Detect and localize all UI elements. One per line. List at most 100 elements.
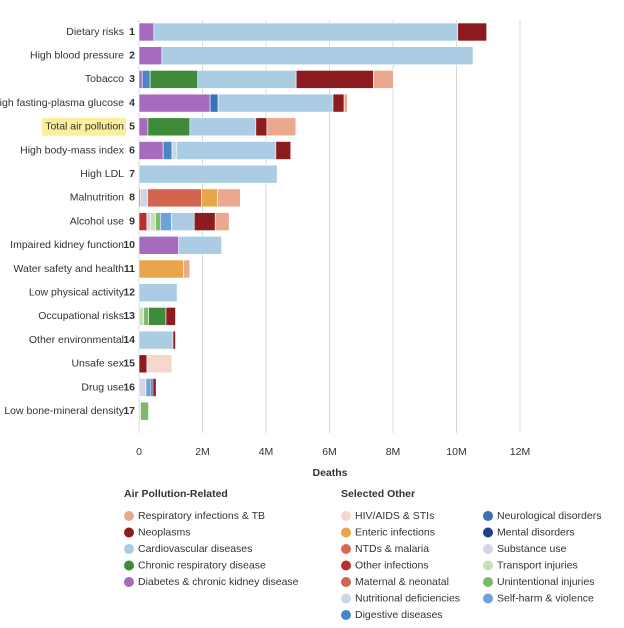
- category-label: Alcohol use: [70, 215, 124, 227]
- legend-label: Enteric infections: [355, 526, 435, 538]
- rank-label: 3: [129, 73, 135, 85]
- legend-swatch: [483, 577, 493, 587]
- bar-segment: [138, 22, 155, 42]
- rank-label: 5: [129, 121, 135, 133]
- bar-segment: [138, 70, 143, 89]
- bar-segment: [161, 46, 474, 66]
- legend-swatch: [341, 527, 351, 538]
- legend-label: Cardiovascular diseases: [138, 543, 252, 555]
- rank-label: 9: [129, 215, 135, 227]
- category-label: Low bone-mineral density: [4, 405, 124, 417]
- bar-segment: [217, 188, 241, 208]
- category-label: Tobacco: [85, 73, 124, 85]
- bar-segment: [138, 283, 178, 303]
- bar-segment: [255, 117, 268, 137]
- x-tick-label: 0: [136, 446, 142, 458]
- legend-swatch: [483, 511, 493, 521]
- legend-swatch: [124, 544, 134, 554]
- bar-segment: [152, 378, 157, 397]
- category-label: Drug use: [81, 381, 124, 393]
- category-label: High body-mass index: [20, 144, 125, 156]
- rank-label: 8: [129, 192, 135, 204]
- legend-group-title: Air Pollution-Related: [124, 488, 228, 500]
- bar-segment: [138, 46, 163, 66]
- legend-swatch: [341, 593, 351, 604]
- bar-segment: [138, 354, 148, 374]
- legend-swatch: [124, 527, 134, 538]
- bar-segment: [201, 188, 218, 208]
- legend-label: Mental disorders: [497, 526, 575, 538]
- bar-segment: [138, 378, 147, 397]
- legend-label: Nutritional deficiencies: [355, 592, 460, 604]
- legend-label: NTDs & malaria: [355, 543, 429, 555]
- x-tick-label: 2M: [195, 446, 210, 458]
- bar-segment: [141, 70, 151, 89]
- bar-segment: [165, 307, 176, 326]
- rank-label: 11: [124, 263, 135, 275]
- bar-segment: [150, 212, 156, 231]
- bar-segment: [138, 330, 174, 350]
- category-label: Occupational risks: [38, 310, 124, 322]
- bar-segment: [159, 212, 172, 231]
- x-tick-label: 6M: [322, 446, 337, 458]
- legend-swatch: [341, 560, 351, 571]
- legend-swatch: [483, 560, 493, 571]
- category-label: High LDL: [80, 168, 124, 180]
- x-tick-label: 10M: [446, 446, 466, 458]
- legend-swatch: [124, 577, 134, 587]
- bar-segment: [171, 141, 178, 160]
- legend-swatch: [483, 544, 493, 554]
- rank-label: 4: [129, 97, 135, 109]
- rank-label: 13: [123, 310, 135, 322]
- bar-segment: [146, 354, 173, 374]
- bar-segment: [147, 117, 191, 137]
- bar-segment: [140, 401, 149, 421]
- rank-label: 16: [123, 381, 135, 393]
- category-label: High blood pressure: [30, 49, 124, 61]
- category-label: Water safety and health: [13, 263, 124, 275]
- bar-segment: [178, 236, 222, 255]
- x-tick-label: 12M: [510, 446, 530, 458]
- bar-segment: [138, 236, 179, 255]
- rank-label: 14: [123, 334, 135, 346]
- category-label: Other environmental: [29, 334, 124, 346]
- legend-label: Unintentional injuries: [497, 576, 594, 588]
- bar-segment: [138, 141, 164, 160]
- bar-segment: [138, 117, 149, 137]
- legend-label: Diabetes & chronic kidney disease: [138, 576, 299, 588]
- bar-segment: [146, 212, 152, 231]
- legend-swatch: [483, 593, 493, 604]
- legend-swatch: [341, 610, 351, 620]
- bar-segment: [183, 259, 191, 279]
- legend-swatch: [124, 560, 134, 571]
- bar-segment: [275, 141, 292, 160]
- legend-label: Maternal & neonatal: [355, 576, 449, 588]
- legend-swatch: [341, 544, 351, 554]
- legend-label: Respiratory infections & TB: [138, 510, 265, 522]
- legend-swatch: [124, 511, 134, 521]
- bar-segment: [140, 188, 148, 208]
- rank-label: 7: [129, 168, 135, 180]
- bar-segment: [295, 70, 374, 89]
- x-tick-label: 4M: [259, 446, 274, 458]
- bar-segment: [172, 330, 176, 350]
- bar-segment: [148, 307, 167, 326]
- category-label: Low physical activity: [29, 286, 125, 298]
- legend-swatch: [341, 577, 351, 587]
- legend-label: Self-harm & violence: [497, 592, 594, 604]
- legend-label: Substance use: [497, 543, 567, 555]
- rank-label: 15: [123, 358, 135, 370]
- bar-segment: [189, 117, 257, 137]
- legend-label: Digestive diseases: [355, 609, 443, 621]
- bar-segment: [138, 164, 278, 184]
- bar-segment: [217, 93, 334, 113]
- bar-segment: [214, 212, 230, 231]
- rank-label: 10: [123, 239, 135, 251]
- legend-label: Transport injuries: [497, 559, 578, 571]
- bar-segment: [332, 93, 345, 113]
- legend-swatch: [483, 527, 493, 538]
- bar-segment: [343, 93, 348, 113]
- rank-label: 2: [129, 49, 135, 61]
- bar-segment: [138, 259, 184, 279]
- rank-label: 1: [129, 26, 135, 38]
